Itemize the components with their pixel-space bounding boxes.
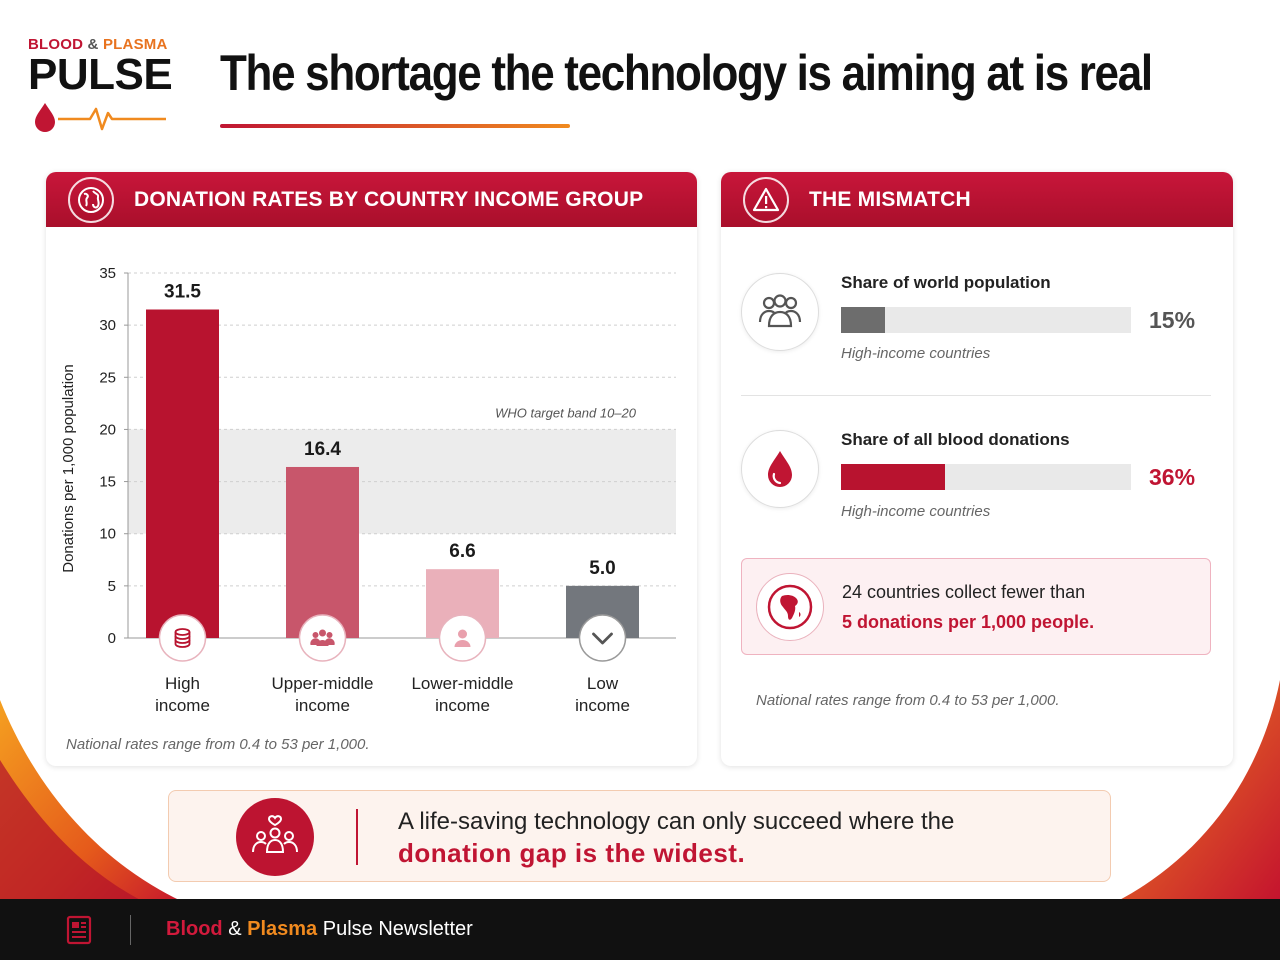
blood-drop-icon [741, 430, 819, 508]
logo-backdrop [0, 0, 190, 170]
panel-title: DONATION RATES BY COUNTRY INCOME GROUP [134, 187, 644, 211]
x-tick-label: High income [155, 674, 210, 715]
metric-subtitle: High-income countries [841, 345, 991, 362]
panel-header: DONATION RATES BY COUNTRY INCOME GROUP [46, 172, 697, 227]
x-tick-label: Low income [575, 674, 630, 715]
metric-subtitle: High-income countries [841, 503, 991, 520]
banner-line-2: donation gap is the widest. [398, 838, 746, 868]
community-icon [236, 798, 314, 876]
donation-rates-panel: DONATION RATES BY COUNTRY INCOME GROUP W… [46, 172, 697, 766]
bar-value-label: 6.6 [449, 541, 475, 562]
y-tick-label: 30 [99, 317, 116, 334]
population-share-bar [841, 307, 1131, 333]
footer-text: Blood & Plasma Pulse Newsletter [166, 918, 473, 940]
mismatch-panel: THE MISMATCH Share of world population 1… [721, 172, 1233, 766]
footer-separator [130, 915, 131, 945]
donation-share-fill [841, 464, 946, 490]
bar [146, 309, 219, 638]
banner-divider [356, 809, 358, 865]
population-share-fill [841, 307, 885, 333]
people-icon [741, 273, 819, 351]
chart-note: National rates range from 0.4 to 53 per … [66, 736, 370, 753]
title-underline [220, 124, 570, 128]
y-axis-label: Donations per 1,000 population [60, 364, 77, 573]
warning-icon [743, 176, 789, 223]
x-tick-label: Lower-middle income [411, 674, 514, 715]
target-band-label: WHO target band 10–20 [495, 405, 637, 420]
group-icon [298, 614, 347, 662]
divider [741, 395, 1211, 396]
page-title: The shortage the technology is aiming at… [220, 45, 1153, 101]
banner-line-1: A life-saving technology can only succee… [398, 808, 955, 835]
coins-icon [158, 614, 207, 662]
person-icon [438, 614, 487, 662]
y-tick-label: 20 [99, 421, 116, 438]
heartbeat-drop-icon [35, 103, 166, 132]
panel-title: THE MISMATCH [809, 187, 971, 211]
bar-value-label: 16.4 [304, 439, 341, 460]
bar-chart: WHO target band 10–20 0 5 10 15 20 25 30 35 Donat… [60, 265, 676, 662]
y-tick-label: 35 [99, 265, 116, 282]
logo-wordmark: PULSE [28, 50, 173, 99]
bar-value-label: 31.5 [164, 282, 201, 303]
metric-title: Share of world population [841, 273, 1051, 292]
y-tick-label: 10 [99, 526, 116, 543]
donation-share-bar [841, 464, 1131, 490]
y-tick-label: 15 [99, 474, 116, 491]
bar [286, 466, 359, 638]
metric-value: 15% [1149, 307, 1196, 333]
footer: Blood & Plasma Pulse Newsletter [0, 899, 1280, 960]
newsletter-icon[interactable] [66, 915, 92, 950]
metric-value: 36% [1149, 464, 1196, 490]
callout-box: 24 countries collect fewer than 5 donati… [741, 558, 1211, 655]
y-tick-label: 5 [108, 578, 116, 595]
africa-globe-icon [756, 573, 824, 641]
panel-header: THE MISMATCH [721, 172, 1233, 227]
chevron-down-icon [578, 614, 627, 662]
brand-logo[interactable]: BLOOD & PLASMA PULSE [28, 36, 173, 133]
y-tick-label: 25 [99, 369, 116, 386]
bar-value-label: 5.0 [589, 558, 615, 579]
takeaway-banner: A life-saving technology can only succee… [168, 790, 1111, 882]
callout-line-1: 24 countries collect fewer than [842, 582, 1086, 602]
x-tick-label: Upper-middle income [271, 674, 374, 715]
panel-note: National rates range from 0.4 to 53 per … [756, 692, 1060, 709]
globe-icon [68, 176, 114, 223]
metric-title: Share of all blood donations [841, 430, 1070, 449]
y-tick-label: 0 [108, 630, 116, 647]
callout-line-2: 5 donations per 1,000 people. [842, 612, 1095, 632]
